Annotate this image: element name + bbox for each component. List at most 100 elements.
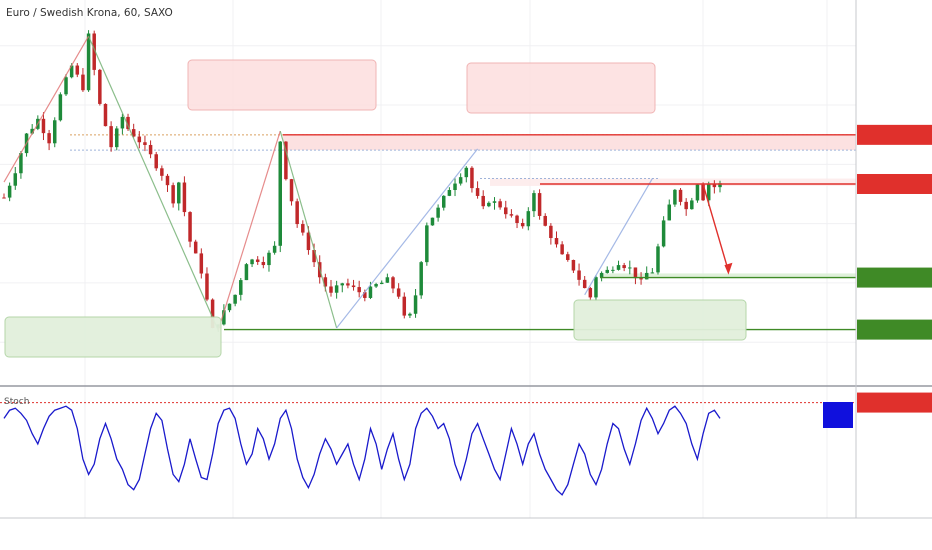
- candle-body: [464, 167, 469, 178]
- candle-body: [295, 201, 299, 225]
- candle-body: [622, 265, 626, 269]
- support-resistance-levels: [224, 134, 856, 331]
- candle-body: [577, 270, 581, 280]
- candle-body: [425, 225, 429, 263]
- candle-body: [695, 184, 700, 201]
- candle-body: [515, 215, 519, 224]
- candle-body: [633, 267, 638, 279]
- candle-body: [13, 173, 18, 186]
- candle-body: [650, 272, 655, 274]
- candle-body: [656, 246, 660, 273]
- candle-body: [165, 175, 170, 186]
- candle-body: [120, 116, 125, 129]
- candle-body: [30, 128, 34, 134]
- candle-body: [611, 269, 615, 271]
- candle-body: [481, 195, 485, 207]
- price-tag: [857, 124, 932, 145]
- candle-body: [346, 283, 350, 286]
- candle-body: [75, 65, 80, 75]
- candle-body: [233, 294, 237, 304]
- candle-body: [588, 288, 593, 298]
- candle-body: [334, 285, 339, 293]
- annotation-callout: [187, 59, 377, 111]
- candle-body: [413, 295, 418, 314]
- candle-body: [329, 286, 333, 293]
- candle-body: [284, 141, 288, 180]
- candle-body: [255, 259, 260, 262]
- candle-body: [712, 183, 717, 188]
- candle-body: [492, 201, 497, 203]
- annotation-callout: [466, 62, 656, 114]
- candle-body: [64, 77, 68, 95]
- candle-body: [143, 142, 147, 145]
- candle-body: [103, 103, 108, 127]
- candle-body: [250, 259, 254, 265]
- pattern-leg: [279, 130, 338, 329]
- candle-body: [98, 69, 102, 104]
- candle-body: [701, 184, 705, 201]
- candle-body: [115, 128, 119, 148]
- candle-body: [379, 282, 384, 285]
- candle-body: [210, 299, 215, 328]
- candle-body: [554, 238, 559, 245]
- candle-body: [199, 253, 204, 274]
- candle-body: [442, 195, 446, 208]
- price-tag: [857, 173, 932, 194]
- annotation-box: [573, 299, 747, 341]
- candle-body: [470, 167, 474, 189]
- candle-body: [498, 201, 502, 208]
- candle-body: [436, 207, 440, 218]
- candle-body: [458, 177, 463, 184]
- annotation-callout: [4, 316, 222, 358]
- candle-body: [92, 33, 96, 70]
- candle-body: [447, 190, 452, 196]
- candle-body: [188, 212, 192, 242]
- candle-body: [7, 185, 12, 198]
- candle-body: [599, 272, 604, 278]
- candle-body: [86, 33, 91, 91]
- candle-body: [41, 118, 46, 134]
- candle-body: [661, 220, 666, 247]
- candle-body: [475, 188, 480, 196]
- price-tag: [857, 319, 932, 340]
- candle-body: [47, 133, 51, 144]
- candle-body: [549, 225, 553, 239]
- stochastic-panel: [0, 402, 856, 496]
- candle-body: [430, 217, 435, 226]
- projection-arrow-head: [724, 262, 733, 275]
- pattern-leg: [336, 148, 479, 329]
- annotation-boxes: [4, 59, 747, 358]
- candle-body: [706, 183, 711, 201]
- resistance-zones: [283, 134, 856, 278]
- candle-body: [58, 94, 63, 121]
- candle-body: [227, 303, 232, 311]
- candle-body: [126, 116, 130, 130]
- candle-body: [543, 215, 547, 226]
- candle-body: [301, 224, 305, 233]
- candle-body: [289, 179, 294, 202]
- candle-body: [374, 284, 378, 287]
- candle-body: [667, 204, 672, 221]
- candle-body: [718, 183, 722, 188]
- chart-title: Euro / Swedish Krona, 60, SAXO: [6, 7, 173, 19]
- candle-body: [363, 292, 367, 298]
- candle-body: [357, 287, 361, 293]
- candle-body: [160, 168, 164, 176]
- annotation-box: [187, 59, 377, 111]
- candle-body: [205, 273, 209, 300]
- candle-body: [154, 154, 158, 169]
- candle-body: [396, 288, 401, 297]
- pattern-leg: [584, 178, 653, 296]
- candle-body: [148, 144, 153, 155]
- candle-body: [385, 277, 390, 283]
- candle-body: [571, 259, 576, 271]
- candle-body: [177, 182, 181, 204]
- candle-body: [616, 265, 621, 270]
- candle-body: [131, 129, 136, 137]
- candle-body: [52, 120, 57, 144]
- candle-body: [368, 286, 373, 298]
- candle-body: [628, 267, 632, 269]
- candle-body: [537, 193, 542, 216]
- harmonic-pattern-lines: [3, 35, 733, 331]
